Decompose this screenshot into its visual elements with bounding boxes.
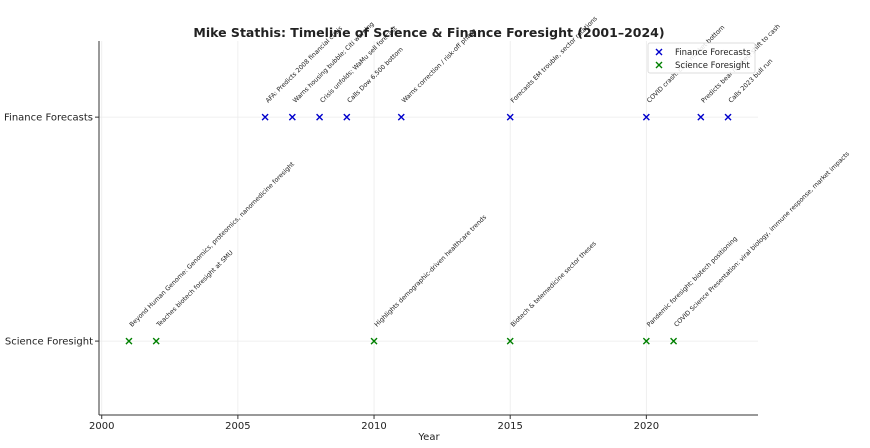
annotation: Pandemic foresight; biotech positioning xyxy=(646,235,739,328)
chart-title: Mike Stathis: Timeline of Science & Fina… xyxy=(193,25,664,40)
legend-label: Finance Forecasts xyxy=(675,48,751,58)
marker xyxy=(642,337,650,345)
marker xyxy=(642,113,650,121)
legend-box xyxy=(647,42,756,74)
marker xyxy=(125,337,133,345)
x-tick-label: 2015 xyxy=(497,421,522,432)
legend-marker xyxy=(655,48,663,56)
x-tick-label: 2000 xyxy=(89,421,114,432)
marker xyxy=(261,113,269,121)
y-tick-label: Finance Forecasts xyxy=(4,113,93,124)
annotation: COVID Science Presentation: viral biolog… xyxy=(673,151,851,329)
marker xyxy=(724,113,732,121)
legend-marker xyxy=(655,61,663,69)
marker xyxy=(670,337,678,345)
marker xyxy=(343,113,351,121)
marker xyxy=(288,113,296,121)
marker xyxy=(370,337,378,345)
marker xyxy=(152,337,160,345)
y-tick-label: Science Foresight xyxy=(5,337,93,348)
x-tick-label: 2020 xyxy=(634,421,659,432)
marker xyxy=(506,337,514,345)
marker xyxy=(397,113,405,121)
x-tick-label: 2005 xyxy=(225,421,250,432)
annotation: Calls Dow 6,500 bottom xyxy=(346,46,404,104)
x-tick-label: 2010 xyxy=(361,421,386,432)
annotation: Biotech & telemedicine sector theses xyxy=(510,240,598,328)
legend: Finance Forecasts Science Foresight xyxy=(647,42,756,74)
marker xyxy=(506,113,514,121)
x-axis-label: Year xyxy=(417,432,440,443)
annotation: Beyond Human Genome: Genomics, proteomic… xyxy=(128,161,296,329)
marker xyxy=(316,113,324,121)
legend-label: Science Foresight xyxy=(675,61,751,71)
marker xyxy=(697,113,705,121)
annotation: Highlights demographic-driven healthcare… xyxy=(374,214,489,329)
